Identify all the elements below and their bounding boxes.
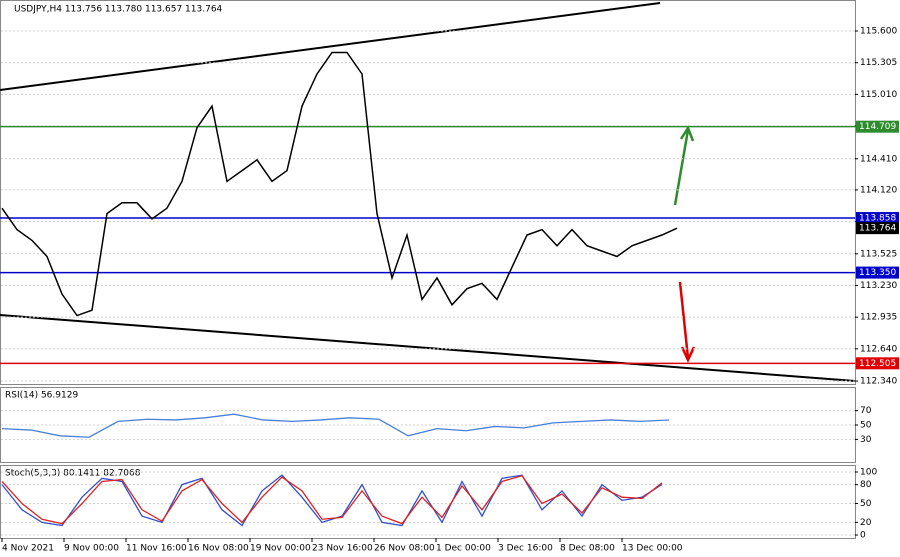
y-tick-label: 114.120 — [860, 185, 897, 195]
y-tick-label: 0 — [860, 531, 866, 541]
x-tick-label: 16 Nov 08:00 — [188, 544, 249, 554]
level-label: 114.709 — [859, 122, 896, 132]
y-tick-label: 30 — [860, 435, 872, 445]
last-price-tag — [856, 222, 899, 235]
trend-line — [0, 314, 856, 382]
stoch-panel — [0, 465, 856, 539]
series-line — [1, 475, 663, 525]
stoch-title: Stoch(5,3,3) 80.1411 82.7068 — [5, 469, 141, 479]
x-tick-label: 23 Nov 16:00 — [312, 544, 373, 554]
level-tag — [856, 212, 899, 225]
trend-line — [0, 2, 661, 91]
main-panel — [0, 0, 856, 385]
y-tick-label: 50 — [860, 421, 872, 431]
y-tick-label: 113.230 — [860, 281, 897, 291]
y-tick-label: 50 — [860, 499, 872, 509]
y-tick-label: 115.305 — [860, 58, 897, 68]
last-price-label: 113.764 — [859, 224, 896, 234]
level-tag — [856, 357, 899, 370]
y-tick-label: 100 — [860, 468, 877, 478]
y-tick-label: 80 — [860, 480, 872, 490]
y-tick-label: 112.935 — [860, 313, 897, 323]
x-tick-label: 9 Nov 00:00 — [64, 544, 119, 554]
y-tick-label: 113.525 — [860, 249, 897, 259]
y-tick-label: 115.010 — [860, 90, 897, 100]
rsi-title: RSI(14) 56.9129 — [5, 391, 78, 401]
y-tick-label: 112.340 — [860, 377, 897, 387]
level-label: 113.350 — [859, 268, 896, 278]
x-tick-label: 8 Dec 08:00 — [560, 544, 615, 554]
x-tick-label: 11 Nov 16:00 — [126, 544, 187, 554]
x-tick-label: 13 Dec 00:00 — [622, 544, 683, 554]
level-tag — [856, 266, 899, 279]
series-line — [1, 51, 678, 317]
y-tick-label: 70 — [860, 406, 872, 416]
level-label: 113.858 — [859, 214, 896, 224]
down-arrow — [678, 281, 696, 363]
series-line — [1, 413, 670, 438]
y-tick-label: 112.640 — [860, 344, 897, 354]
y-tick-label: 115.600 — [860, 27, 897, 37]
x-tick-label: 1 Dec 00:00 — [436, 544, 491, 554]
x-tick-label: 26 Nov 08:00 — [374, 544, 435, 554]
y-tick-label: 20 — [860, 518, 872, 528]
y-tick-label: 114.410 — [860, 154, 897, 164]
up-arrow — [673, 125, 695, 206]
level-label: 112.505 — [859, 359, 896, 369]
x-tick-label: 4 Nov 2021 — [2, 544, 54, 554]
chart-title: USDJPY,H4 113.756 113.780 113.657 113.76… — [14, 5, 223, 15]
x-tick-label: 3 Dec 16:00 — [498, 544, 553, 554]
x-tick-label: 19 Nov 00:00 — [250, 544, 311, 554]
level-tag — [856, 120, 899, 133]
